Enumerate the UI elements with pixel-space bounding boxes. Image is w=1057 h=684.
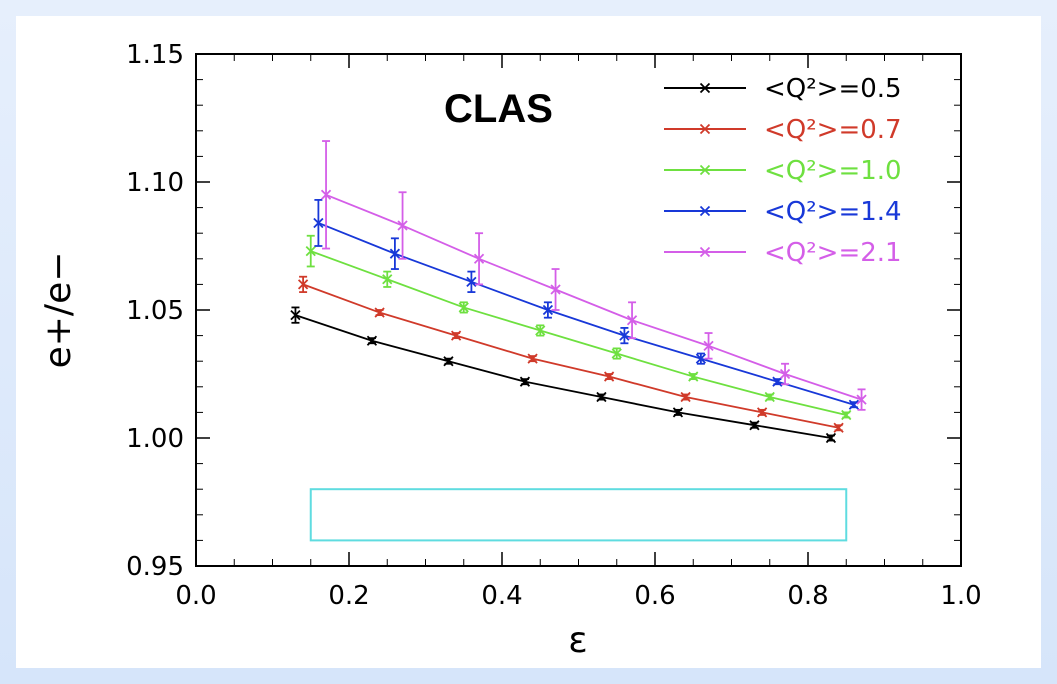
data-point [779,368,791,380]
legend-item: <Q²>=1.0 [664,156,902,186]
series-line [310,250,847,416]
x-tick-label: 0.4 [481,581,522,611]
data-point [305,245,316,257]
x-tick-label: 0.6 [634,581,675,611]
series-line [295,314,832,439]
data-point [756,407,768,418]
x-tick-label: 0.0 [175,581,216,611]
data-point [672,407,684,418]
data-point [764,391,775,403]
data-point [313,217,324,229]
data-point [825,432,837,444]
x-tick-label: 0.8 [787,581,828,611]
x-tick-label: 0.2 [328,581,369,611]
data-point [772,376,783,387]
y-tick-label: 0.95 [126,552,184,582]
series-2 [305,234,852,421]
legend-label: <Q²>=0.7 [764,115,902,145]
data-point [374,307,385,318]
data-point [596,391,607,403]
legend-item: <Q²>=2.1 [664,238,902,268]
legend-marker [699,123,711,135]
data-point [603,371,615,382]
series-line [318,222,855,406]
chart-title: CLAS [444,87,553,131]
data-point [611,348,622,359]
data-point [320,189,332,200]
data-point [703,340,714,351]
legend-item: <Q²>=0.7 [664,115,902,145]
y-axis-title: e+/e− [38,252,79,369]
data-point [619,330,630,341]
data-point [397,220,408,231]
legend-marker [699,82,711,94]
legend-marker [699,164,711,176]
series-4 [320,140,867,411]
y-tick-label: 1.15 [126,40,184,70]
systematic-band [309,488,848,542]
y-tick-label: 1.05 [126,296,184,326]
series-1 [297,275,844,433]
legend: <Q²>=0.5 <Q²>=0.7 <Q²>=1.0 <Q²>=1.4 <Q²>=2.1 [664,74,902,268]
data-point [749,420,760,431]
series-0 [290,306,837,444]
legend-item: <Q²>=1.4 [664,197,902,227]
legend-label: <Q²>=0.5 [764,74,902,104]
legend-marker [699,205,711,217]
data-point [297,279,309,290]
data-point [841,409,852,421]
data-point [466,276,477,287]
chart-panel: 0.0 0.2 0.4 0.6 0.8 1.0 0.95 1.00 1.05 1.10 1.15 <… [16,16,1041,668]
data-point [688,371,699,382]
legend-marker [699,246,711,258]
data-point [535,325,546,336]
data-point [695,353,707,364]
data-point [527,353,538,364]
data-point [458,302,469,313]
data-point [550,284,561,295]
data-point [519,376,531,387]
series-3 [313,199,860,410]
axis-ticks: 0.0 0.2 0.4 0.6 0.8 1.0 0.95 1.00 1.05 1.10 1.15 [126,40,982,611]
data-point [443,356,454,367]
legend-label: <Q²>=1.0 [764,156,902,186]
data-point [382,274,393,285]
legend-item: <Q²>=0.5 [664,74,902,104]
legend-label: <Q²>=1.4 [764,197,902,227]
data-point [848,399,860,410]
x-axis-title: ε [568,620,587,661]
data-point [450,330,462,341]
data-series [290,140,867,444]
data-point [680,391,691,403]
data-point [473,253,485,264]
data-point [626,315,638,326]
data-point [856,394,867,405]
series-line [325,193,862,401]
y-tick-label: 1.00 [126,424,184,454]
x-tick-label: 1.0 [940,581,981,611]
line-chart: 0.0 0.2 0.4 0.6 0.8 1.0 0.95 1.00 1.05 1.10 1.15 <… [38,40,982,661]
data-point [290,309,301,321]
y-tick-label: 1.10 [126,168,184,198]
data-point [389,248,401,259]
legend-label: <Q²>=2.1 [764,238,902,268]
data-point [366,335,378,346]
data-point [542,304,554,316]
data-point [833,422,844,433]
series-line [302,283,839,429]
systematic-uncertainty-box [309,488,848,542]
